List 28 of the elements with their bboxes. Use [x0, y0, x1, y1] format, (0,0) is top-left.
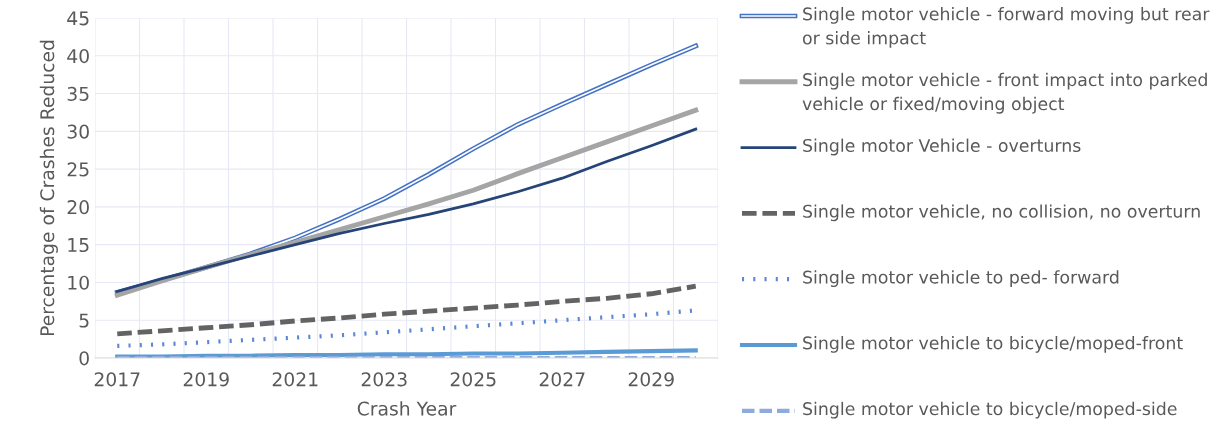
y-tick-label: 0 [79, 351, 89, 366]
legend-label: Single motor Vehicle - overturns [803, 138, 1081, 156]
legend-label: Single motor vehicle to bicycle/moped-front [803, 336, 1183, 353]
x-tick-label: 2027 [539, 372, 585, 387]
x-tick-label: 2029 [628, 372, 674, 387]
x-tick-label: 2019 [183, 372, 229, 387]
x-tick-label: 2017 [94, 372, 140, 387]
y-tick-label: 5 [79, 313, 89, 328]
y-tick-label: 40 [67, 48, 89, 64]
legend-label: Single motor vehicle - front impact into parked vehicle or fixed/moving object [802, 72, 1207, 114]
x-tick-label: 2023 [361, 372, 407, 387]
x-axis-title: Crash Year [357, 401, 457, 416]
y-tick-label: 25 [67, 162, 89, 177]
y-axis-title: Percentage of Crashes Reduced [39, 40, 58, 336]
x-tick-label: 2025 [450, 372, 496, 387]
legend-label: Single motor vehicle to ped- forward [803, 270, 1119, 287]
y-tick-label: 30 [67, 124, 89, 139]
legend-label: Single motor vehicle to bicycle/moped-side [803, 401, 1177, 419]
y-tick-label: 35 [67, 86, 89, 101]
y-tick-label: 45 [67, 11, 89, 26]
legend-label: Single motor vehicle - forward moving but rear or side impact [802, 7, 1210, 48]
line-series [114, 283, 699, 337]
y-tick-label: 10 [68, 275, 89, 290]
x-tick-label: 2021 [272, 372, 318, 387]
y-tick-label: 20 [67, 200, 89, 215]
legend-label: Single motor vehicle, no collision, no overturn [803, 204, 1200, 222]
line-series [115, 348, 698, 358]
y-tick-label: 15 [68, 238, 89, 253]
